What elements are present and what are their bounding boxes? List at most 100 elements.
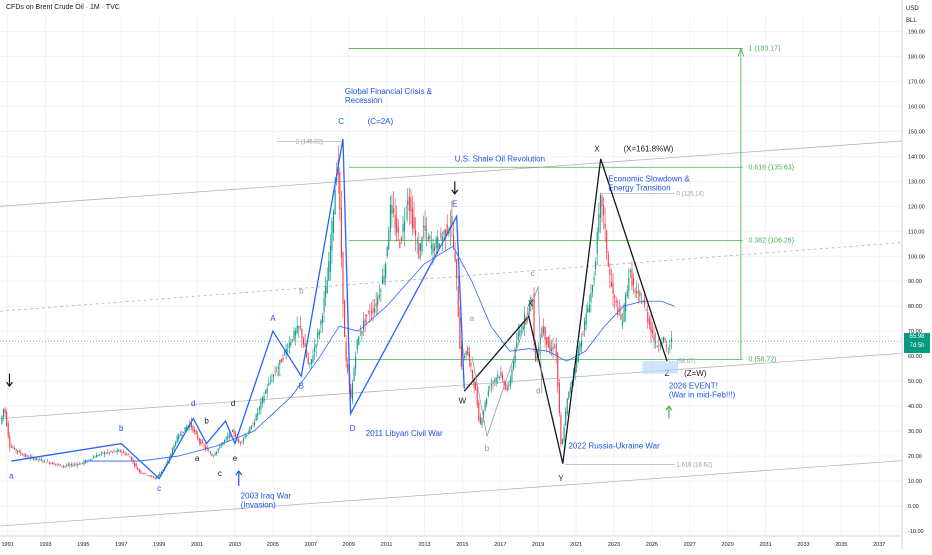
grey-fib-label: 1.618 (16.62) — [677, 463, 713, 469]
channel-line — [0, 140, 903, 207]
candle-body — [636, 291, 638, 294]
chart-title: CFDs on Brent Crude Oil · 1M · TVC — [6, 4, 120, 11]
candle-body — [203, 445, 205, 446]
wave-label: (C=2A) — [368, 117, 394, 126]
candle-body — [367, 311, 369, 313]
candle-body — [173, 444, 175, 450]
candle-body — [97, 455, 99, 457]
candle-body — [75, 464, 77, 466]
candle-body — [670, 338, 672, 343]
candle-body — [569, 387, 571, 392]
candle-body — [399, 242, 401, 248]
candle-body — [92, 457, 95, 459]
candle-body — [339, 172, 341, 209]
candle-body — [350, 389, 352, 398]
candle-body — [284, 351, 286, 354]
candle-body — [328, 261, 330, 281]
annotation-line: U.S. Shale Oil Revolution — [455, 154, 545, 163]
candle-body — [42, 461, 44, 463]
x-tick-label: 2021 — [570, 542, 582, 548]
candle-body — [239, 442, 241, 443]
candle-body — [274, 372, 276, 373]
y-tick-label: 70.00 — [908, 329, 922, 335]
candle-body — [512, 361, 515, 369]
candle-body — [413, 217, 415, 229]
y-tick-label: 190.00 — [908, 29, 925, 35]
candle-body — [116, 450, 118, 452]
candle-body — [579, 343, 581, 352]
wave-line — [471, 286, 543, 438]
candle-body — [435, 238, 437, 249]
candle-body — [115, 451, 117, 453]
y-tick-label: 120.00 — [908, 204, 925, 210]
y-tick-label: 160.00 — [908, 104, 925, 110]
candle-body — [124, 453, 126, 455]
candle-body — [489, 387, 491, 389]
candle-body — [100, 452, 102, 454]
candle-body — [544, 326, 546, 340]
candle-body — [653, 334, 655, 342]
wave-label: A — [270, 314, 276, 323]
candle-body — [7, 423, 9, 437]
candle-body — [64, 465, 66, 467]
candle-body — [634, 290, 636, 293]
candle-body — [233, 431, 235, 434]
candle-body — [118, 450, 120, 452]
candle-body — [400, 237, 402, 241]
candle-body — [585, 313, 587, 325]
candle-body — [593, 277, 595, 281]
candle-body — [596, 231, 598, 254]
bar-countdown: 7d 5h — [909, 343, 925, 349]
candle-body — [340, 207, 342, 258]
candle-body — [148, 475, 150, 477]
candle-body — [323, 297, 325, 312]
candle-body — [397, 227, 399, 233]
candle-body — [320, 320, 322, 326]
candle-body — [212, 455, 215, 457]
candle-body — [419, 243, 421, 251]
candle-body — [334, 190, 336, 215]
candle-body — [127, 454, 129, 456]
wave-label: C — [338, 117, 344, 126]
candle-body — [10, 447, 12, 448]
candle-body — [315, 344, 317, 348]
candle-body — [83, 462, 85, 464]
candle-body — [291, 339, 294, 341]
candle-body — [503, 381, 505, 386]
y-tick-label: 130.00 — [908, 179, 925, 185]
candle-body — [26, 455, 28, 457]
wave-label: b — [119, 424, 124, 433]
candle-body — [179, 434, 181, 436]
candle-body — [621, 321, 624, 326]
candle-body — [228, 434, 230, 438]
candle-body — [427, 237, 429, 240]
candle-body — [546, 337, 548, 345]
last-price-badge: 65.98 7d 5h — [904, 333, 930, 353]
candle-body — [533, 293, 535, 342]
candle-body — [217, 448, 219, 452]
candle-body — [287, 350, 289, 352]
candle-body — [325, 286, 327, 298]
x-tick-label: 1991 — [1, 542, 13, 548]
moving-average-line — [83, 245, 675, 462]
candle-body — [561, 439, 564, 445]
candle-body — [659, 345, 661, 347]
candle-body — [146, 474, 148, 476]
x-tick-label: 2003 — [229, 542, 241, 548]
candle-body — [421, 237, 423, 252]
candle-body — [542, 326, 545, 333]
wave-label: e — [233, 454, 238, 463]
candle-body — [126, 454, 128, 456]
candle-body — [39, 459, 41, 460]
candle-body — [560, 415, 562, 444]
candle-body — [257, 412, 259, 417]
candle-body — [391, 204, 393, 215]
x-tick-label: 2033 — [797, 542, 809, 548]
candle-body — [557, 352, 559, 387]
candle-body — [176, 436, 178, 443]
candle-body — [457, 286, 459, 317]
x-tick-label: 1999 — [153, 542, 165, 548]
candle-body — [50, 463, 52, 464]
